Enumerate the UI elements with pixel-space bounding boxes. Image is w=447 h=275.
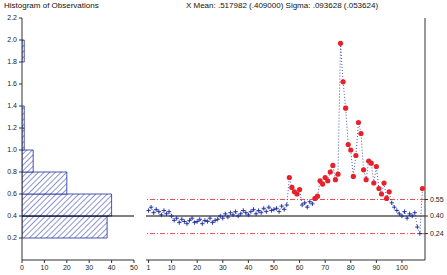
svg-text:10: 10 [168, 264, 176, 271]
svg-text:1.6: 1.6 [8, 80, 17, 87]
svg-text:0: 0 [20, 264, 24, 271]
svg-text:20: 20 [63, 264, 71, 271]
svg-text:10: 10 [41, 264, 49, 271]
svg-text:80: 80 [347, 264, 355, 271]
svg-text:1.8: 1.8 [8, 58, 17, 65]
svg-text:1.0: 1.0 [8, 146, 17, 153]
svg-text:2.2: 2.2 [8, 14, 17, 21]
svg-text:2.0: 2.0 [8, 36, 17, 43]
html-text:Histogram of Observations: Histogram of Observations [4, 1, 99, 10]
svg-text:1.4: 1.4 [8, 102, 17, 109]
svg-text:0.6: 0.6 [8, 190, 17, 197]
svg-text:40: 40 [108, 264, 116, 271]
svg-text:30: 30 [219, 264, 227, 271]
svg-text:0.4: 0.4 [8, 212, 17, 219]
svg-text:30: 30 [85, 264, 93, 271]
svg-text:50: 50 [270, 264, 278, 271]
svg-text:60: 60 [296, 264, 304, 271]
svg-text:0.8: 0.8 [8, 168, 17, 175]
svg-text:0.55: 0.55 [430, 196, 439, 203]
svg-text:40: 40 [244, 264, 252, 271]
svg-text:0.24: 0.24 [430, 230, 439, 237]
svg-text:90: 90 [372, 264, 380, 271]
svg-text:70: 70 [321, 264, 329, 271]
svg-text:100: 100 [396, 264, 408, 271]
svg-text:1.2: 1.2 [8, 124, 17, 131]
svg-text:20: 20 [193, 264, 201, 271]
svg-text:0.40: 0.40 [430, 212, 439, 219]
html-text:X Mean: .517982 (.409000) Sigm: X Mean: .517982 (.409000) Sigma: .093628… [185, 1, 379, 10]
svg-text:1: 1 [147, 264, 151, 271]
svg-text:0.2: 0.2 [8, 234, 17, 241]
svg-text:50: 50 [130, 264, 138, 271]
